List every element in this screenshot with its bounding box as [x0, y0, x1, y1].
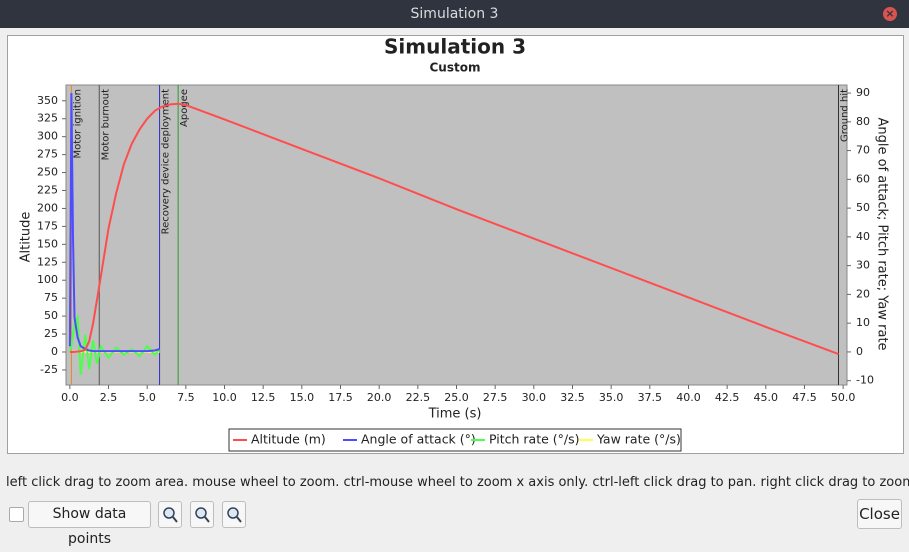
x-axis-title: Time (s)	[428, 407, 482, 422]
y2-tick-label: 10	[856, 316, 870, 329]
x-tick-label: 27.5	[483, 391, 508, 404]
x-tick-label: 10.0	[212, 391, 237, 404]
window-title: Simulation 3	[0, 0, 909, 28]
y-axis-title: Altitude	[19, 212, 34, 263]
x-tick-label: 37.5	[638, 391, 663, 404]
y-tick-label: 350	[37, 94, 58, 107]
x-tick-label: 2.5	[100, 391, 118, 404]
x-tick-label: 0.0	[61, 391, 79, 404]
legend-label: Pitch rate (°/s)	[489, 432, 580, 447]
x-tick-label: 32.5	[560, 391, 585, 404]
event-label: Motor burnout	[100, 89, 111, 160]
x-tick-label: 15.0	[290, 391, 315, 404]
event-label: Apogee	[179, 89, 190, 127]
help-text: left click drag to zoom area. mouse whee…	[6, 475, 909, 490]
event-label: Motor ignition	[72, 89, 83, 158]
x-tick-label: 17.5	[328, 391, 353, 404]
series-line	[68, 93, 160, 353]
y-tick-label: 175	[37, 219, 58, 232]
window-close[interactable]: ×	[883, 7, 897, 21]
zoom-in-button[interactable]	[158, 501, 182, 528]
x-tick-label: 12.5	[251, 391, 276, 404]
y2-tick-label: 30	[856, 259, 870, 272]
chart-title: Simulation 3	[384, 35, 526, 59]
close-button[interactable]: Close	[857, 499, 902, 529]
series-line	[69, 102, 839, 356]
x-tick-label: 20.0	[367, 391, 392, 404]
x-tick-label: 25.0	[444, 391, 469, 404]
chart-subtitle: Custom	[430, 61, 481, 75]
zoom-icon	[227, 507, 242, 523]
y-tick-label: 25	[44, 327, 58, 340]
chart: Simulation 3 Custom Time (s) Altitude An…	[19, 35, 890, 452]
y2-tick-label: 50	[856, 201, 870, 214]
y-tick-label: 100	[37, 273, 58, 286]
y-tick-label: 50	[44, 309, 58, 322]
x-tick-label: 7.5	[177, 391, 195, 404]
y2-tick-label: 20	[856, 287, 870, 300]
y-tick-label: 150	[37, 237, 58, 250]
event-label: Ground hit	[839, 89, 850, 142]
show-data-points[interactable]: Show data points	[28, 501, 151, 547]
zoom-fit-button[interactable]	[222, 501, 246, 528]
zoom-icon	[163, 507, 178, 523]
y2-tick-label: 60	[856, 172, 870, 185]
y-tick-label: 275	[37, 148, 58, 161]
legend-box	[228, 428, 682, 452]
y2-tick-label: 70	[856, 144, 870, 157]
x-tick-label: 40.0	[676, 391, 701, 404]
y2-tick-label: 80	[856, 115, 870, 128]
x-tick-label: 35.0	[599, 391, 624, 404]
x-tick-label: 47.5	[792, 391, 817, 404]
x-tick-label: 30.0	[522, 391, 547, 404]
y-tick-label: 325	[37, 112, 58, 125]
event-label: Recovery device deployment	[161, 89, 172, 234]
legend-label: Yaw rate (°/s)	[596, 432, 681, 447]
x-tick-label: 22.5	[406, 391, 431, 404]
y-tick-label: -25	[40, 363, 58, 376]
legend-label: Altitude (m)	[251, 432, 326, 447]
x-tick-label: 50.0	[831, 391, 856, 404]
y-tick-label: 300	[37, 130, 58, 143]
plot-area	[65, 84, 848, 386]
y-tick-label: 125	[37, 255, 58, 268]
zoom-out-button[interactable]	[190, 501, 214, 528]
y2-tick-label: 90	[856, 86, 870, 99]
y-tick-label: 0	[51, 345, 58, 358]
zoom-icon	[195, 507, 210, 523]
checkbox[interactable]	[9, 507, 24, 522]
y-tick-label: 200	[37, 201, 58, 214]
y2-tick-label: 0	[856, 345, 863, 358]
y-tick-label: 225	[37, 184, 58, 197]
x-tick-label: 5.0	[138, 391, 156, 404]
legend-label: Angle of attack (°)	[361, 432, 476, 447]
y-tick-label: 250	[37, 166, 58, 179]
series-group	[68, 93, 839, 376]
x-tick-label: 42.5	[715, 391, 740, 404]
x-tick-label: 45.0	[754, 391, 779, 404]
y-tick-label: 75	[44, 291, 58, 304]
y2-axis-title: Angle of attack; Pitch rate; Yaw rate	[875, 117, 890, 350]
y2-tick-label: -10	[856, 374, 874, 387]
y2-tick-label: 40	[856, 230, 870, 243]
